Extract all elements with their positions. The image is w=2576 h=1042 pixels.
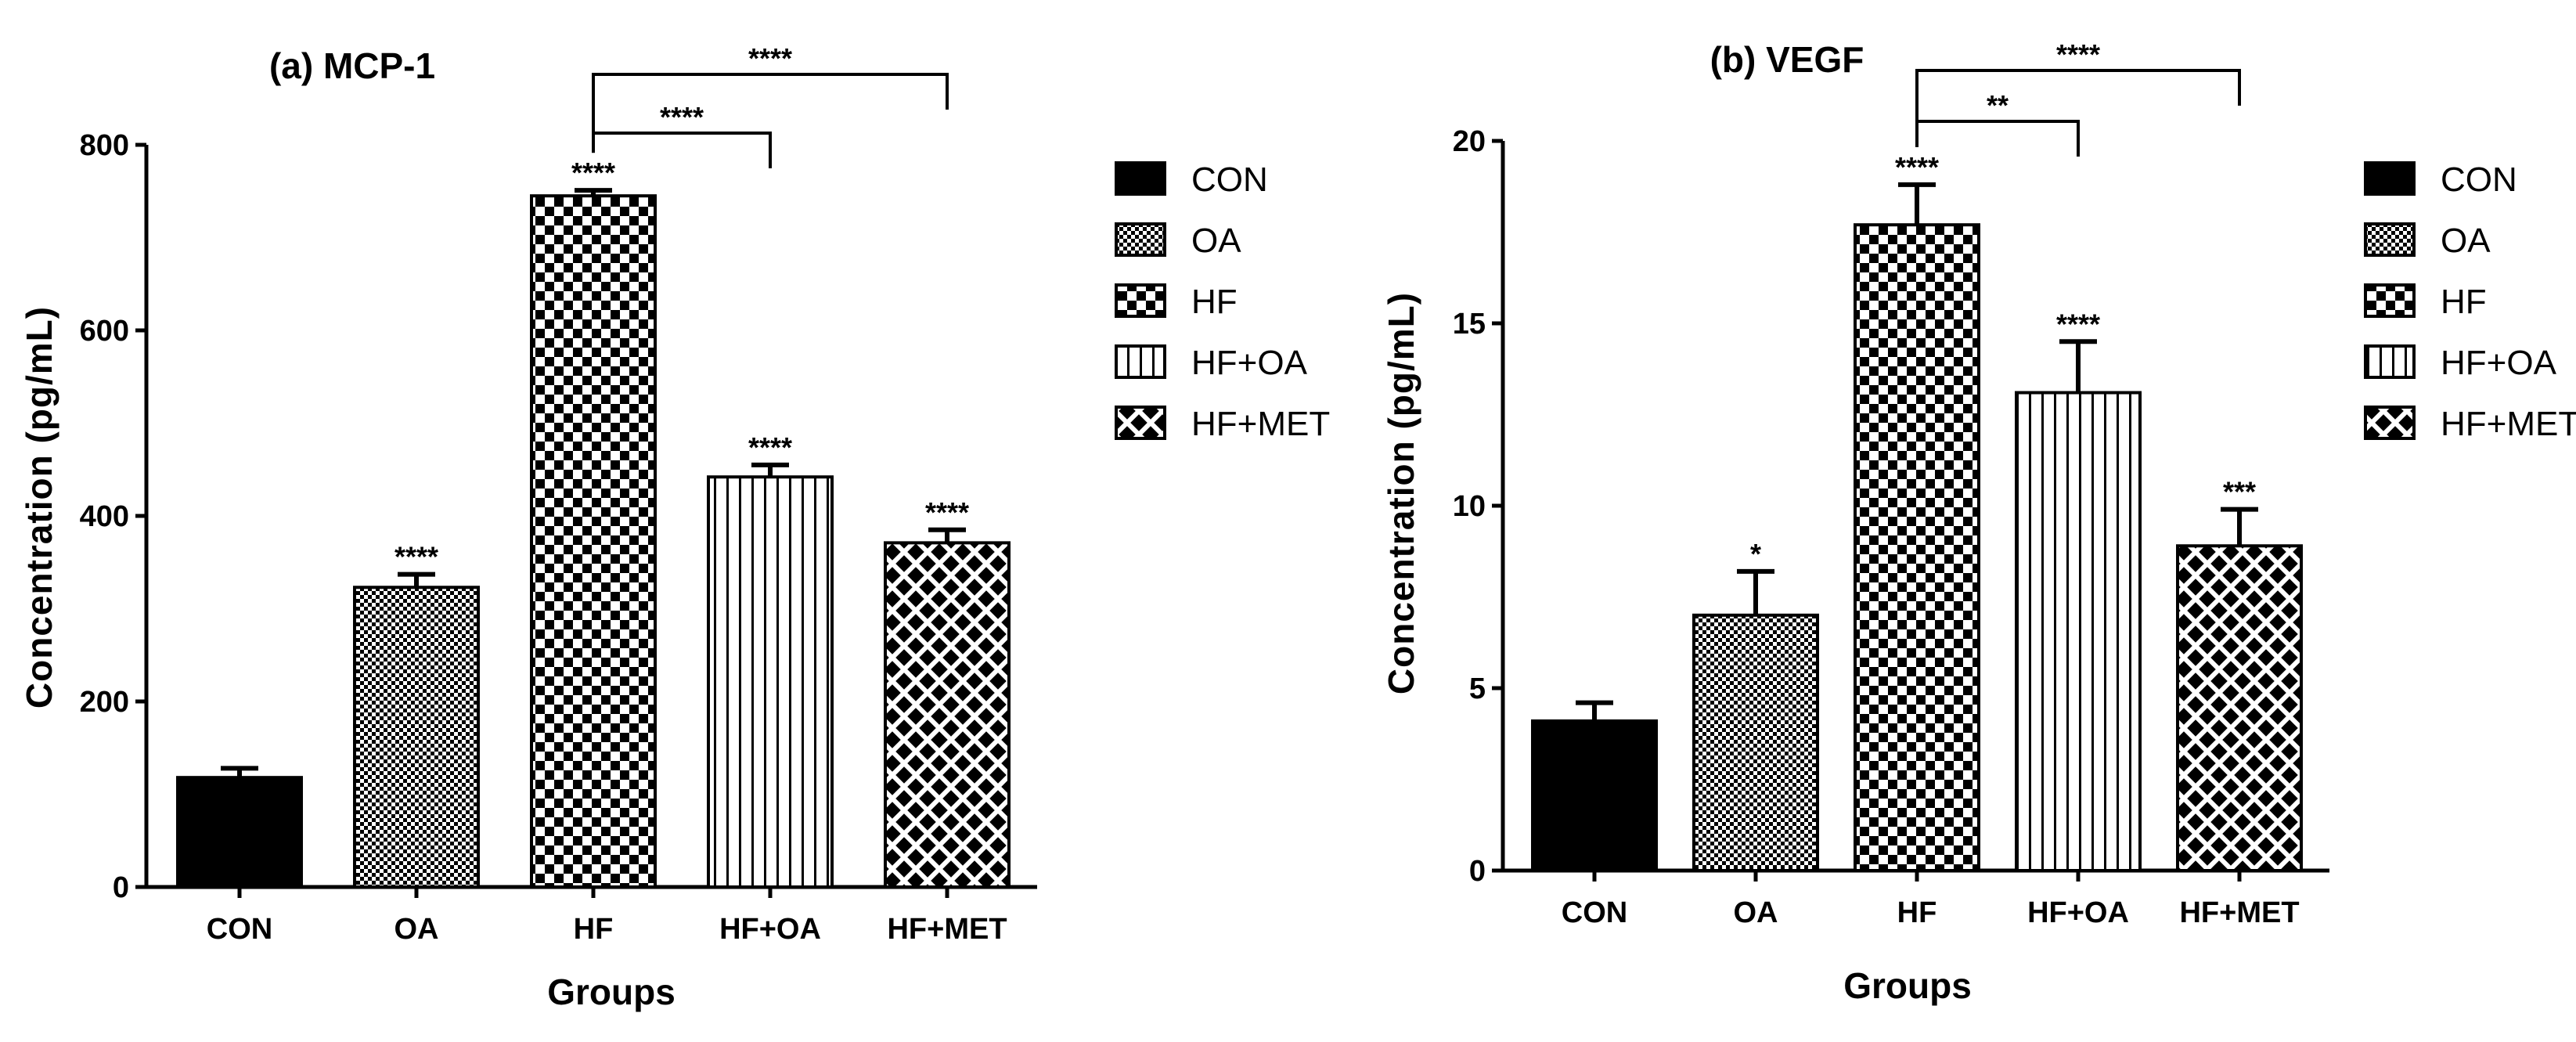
legend-swatch <box>2364 283 2416 318</box>
x-axis-label: Groups <box>1843 965 1972 1006</box>
legend-label: HF <box>1191 283 1238 321</box>
comparison-bracket <box>592 132 772 168</box>
significance-label: *** <box>2223 476 2256 508</box>
y-tick-label: 400 <box>80 500 129 533</box>
x-category-label: CON <box>1562 896 1627 929</box>
x-category-label: HF+MET <box>2179 896 2299 929</box>
x-category-label: CON <box>207 913 272 946</box>
y-tick-label: 5 <box>1469 672 1486 705</box>
legend: CON OA HF HF+OA HF+MET <box>1115 160 1330 443</box>
significance-label: **** <box>748 431 792 463</box>
y-tick-label: 10 <box>1453 490 1486 523</box>
significance-label: **** <box>2056 308 2100 340</box>
bar-con <box>1531 719 1658 872</box>
bar-con <box>176 776 303 889</box>
y-tick-label: 600 <box>80 315 129 348</box>
chart-panel-mcp1: (a) MCP-1 Concentration (pg/mL) Groups 0… <box>19 42 1330 1012</box>
y-tick-label: 0 <box>113 871 129 904</box>
y-axis-label: Concentration (pg/mL) <box>19 306 59 708</box>
y-tick-label: 200 <box>80 686 129 719</box>
significance-label: * <box>1750 538 1761 570</box>
comparison-bracket <box>592 73 949 153</box>
legend: CON OA HF HF+OA HF+MET <box>2364 160 2576 443</box>
legend-label: HF+OA <box>1191 344 1308 382</box>
x-category-label: HF+MET <box>887 913 1007 946</box>
x-category-label: HF+OA <box>2027 896 2129 929</box>
legend-label: HF <box>2441 283 2487 321</box>
bar-hf-met <box>884 541 1011 889</box>
bar-hf-oa <box>707 475 834 889</box>
legend-swatch <box>1115 344 1166 379</box>
y-tick-label: 15 <box>1453 308 1486 341</box>
comparison-bracket <box>1915 69 2241 147</box>
y-tick-label: 20 <box>1453 125 1486 158</box>
legend-label: CON <box>2441 160 2517 199</box>
legend-swatch <box>1115 161 1166 196</box>
x-category-label: HF <box>574 913 614 946</box>
x-axis-label: Groups <box>547 972 676 1012</box>
comparison-bracket <box>1915 120 2080 157</box>
legend-label: OA <box>1191 222 1241 260</box>
legend-swatch <box>1115 222 1166 257</box>
bar-oa <box>1692 613 1819 872</box>
bar-hf <box>530 194 657 889</box>
legend-swatch <box>2364 161 2416 196</box>
bar-hf-oa <box>2015 391 2142 873</box>
comparison-label: ** <box>1987 89 2009 121</box>
legend-label: HF+OA <box>2441 344 2557 382</box>
x-category-label: OA <box>1734 896 1778 929</box>
plot-area: 0 5 10 15 20 CON * OA **** HF **** HF+OA *** HF+MET **… <box>1453 38 2329 929</box>
legend-label: CON <box>1191 160 1268 199</box>
chart-panel-vegf: (b) VEGF Concentration (pg/mL) Groups 0 5… <box>1381 38 2576 1006</box>
bar-hf <box>1854 223 1980 872</box>
legend-swatch <box>1115 406 1166 440</box>
comparison-label: **** <box>660 101 704 133</box>
significance-label: **** <box>925 496 969 528</box>
comparison-label: **** <box>2056 38 2100 70</box>
significance-label: **** <box>1895 151 1939 183</box>
significance-label: **** <box>571 157 615 189</box>
bar-oa <box>353 586 480 889</box>
y-axis-label: Concentration (pg/mL) <box>1381 292 1421 694</box>
plot-area: 0 200 400 600 800 CON **** OA **** HF **** HF+OA ***… <box>80 42 1037 946</box>
legend-swatch <box>2364 406 2416 440</box>
significance-label: **** <box>395 541 438 573</box>
legend-label: OA <box>2441 222 2491 260</box>
legend-swatch <box>2364 222 2416 257</box>
legend-swatch <box>1115 283 1166 318</box>
chart-title: (b) VEGF <box>1710 39 1864 80</box>
legend-label: HF+MET <box>2441 405 2576 443</box>
x-category-label: HF+OA <box>719 913 821 946</box>
chart-title: (a) MCP-1 <box>269 45 435 86</box>
legend-swatch <box>2364 344 2416 379</box>
x-category-label: OA <box>395 913 439 946</box>
bar-hf-met <box>2176 544 2303 872</box>
x-category-label: HF <box>1897 896 1937 929</box>
legend-label: HF+MET <box>1191 405 1330 443</box>
y-tick-label: 800 <box>80 129 129 162</box>
y-tick-label: 0 <box>1469 855 1486 888</box>
comparison-label: **** <box>748 42 792 74</box>
